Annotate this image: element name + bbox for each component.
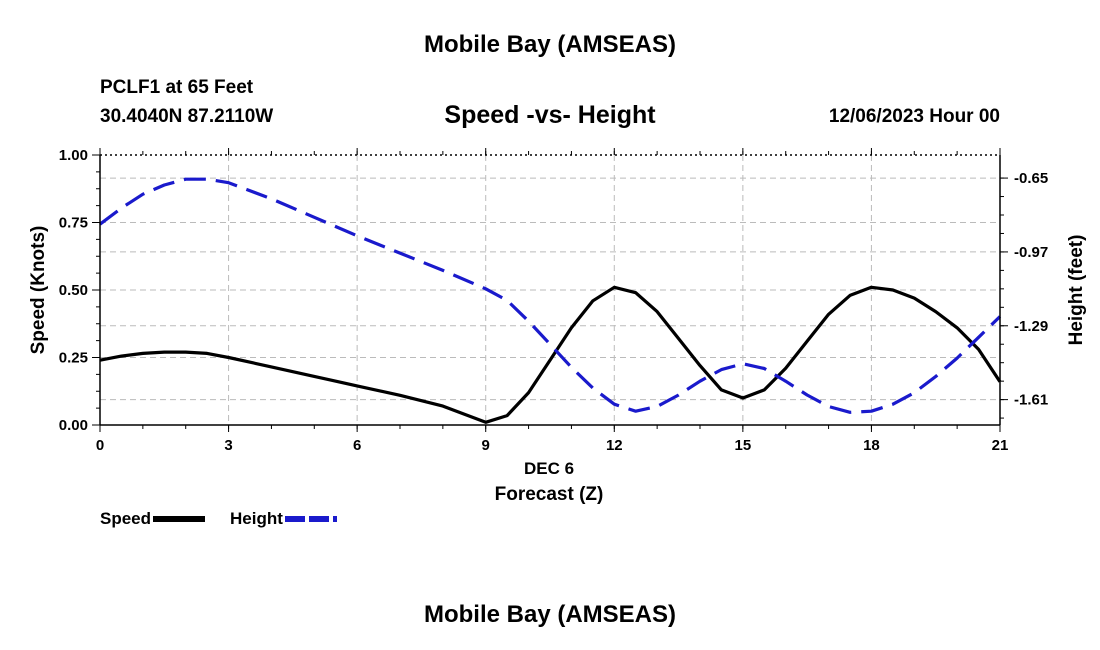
chart-subtitle: Speed -vs- Height (444, 101, 656, 129)
coordinates-label: 30.4040N 87.2110W (100, 106, 274, 127)
legend-height-label: Height (230, 509, 283, 528)
legend-height: Height (230, 509, 337, 529)
y-tick-label: 0.00 (59, 417, 88, 434)
footer-title: Mobile Bay (AMSEAS) (423, 601, 677, 628)
x-tick-label: 3 (224, 437, 232, 454)
station-label: PCLF1 at 65 Feet (100, 77, 254, 98)
y2-tick-label: -0.97 (1014, 244, 1048, 261)
height-series-line (99, 177, 1002, 414)
y2-tick-label: -0.65 (1014, 170, 1048, 187)
y2-tick-label: -1.29 (1014, 318, 1048, 335)
x-tick-label: 21 (992, 437, 1009, 454)
x-axis-label: Forecast (Z) (495, 484, 604, 505)
legend-speed-swatch (153, 516, 206, 522)
x-tick-label: 6 (353, 437, 361, 454)
speed-series-line (99, 285, 1002, 424)
x-tick-label: 15 (735, 437, 752, 454)
y-tick-label: 1.00 (59, 147, 88, 164)
x-tick-label: 9 (482, 437, 490, 454)
chart-title: Mobile Bay (AMSEAS) (423, 31, 677, 58)
y2-tick-label: -1.61 (1014, 392, 1048, 409)
y-tick-label: 0.50 (59, 282, 88, 299)
x-axis-date-label: DEC 6 (524, 459, 574, 478)
y-axis-label: Speed (Knots) (28, 226, 49, 355)
x-tick-label: 18 (863, 437, 880, 454)
tick-layer: 0 3 6 9 12 15 18 21 0.00 0.25 0.50 0.75 1.00 -0.65 -0.… (59, 147, 1048, 454)
legend-height-swatch (284, 516, 337, 522)
x-tick-label: 0 (96, 437, 104, 454)
legend-speed: Speed (100, 509, 206, 529)
x-tick-label: 12 (606, 437, 623, 454)
forecast-datetime: 12/06/2023 Hour 00 (828, 106, 1000, 127)
y2-axis-label: Height (feet) (1066, 235, 1087, 346)
y-tick-label: 0.25 (59, 350, 88, 367)
y-tick-label: 0.75 (59, 215, 88, 232)
legend-speed-label: Speed (100, 509, 152, 528)
series-layer (99, 177, 1002, 424)
